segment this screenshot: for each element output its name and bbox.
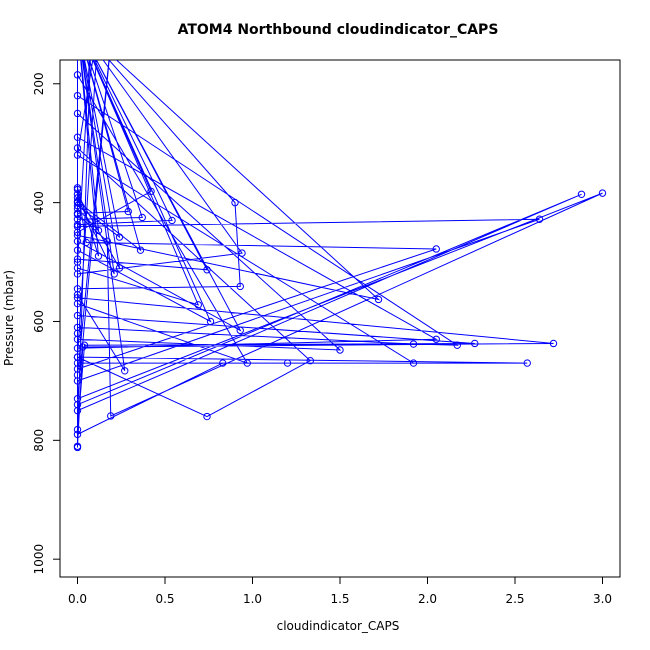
data-point: [471, 339, 479, 348]
data-point: [124, 207, 132, 216]
data-point: [73, 425, 82, 434]
data-point: [73, 353, 82, 361]
data-point: [79, 343, 87, 351]
data-point: [238, 249, 246, 257]
plot-frame: [59, 59, 621, 578]
data-point: [110, 270, 118, 278]
data-point: [168, 216, 176, 225]
data-point: [94, 252, 103, 260]
data-point: [206, 317, 215, 326]
data-point: [306, 356, 314, 365]
data-point: [549, 339, 558, 348]
data-point: [115, 264, 124, 272]
data-point: [80, 341, 89, 349]
data-point: [73, 144, 82, 152]
data-point: [73, 246, 82, 254]
data-point: [73, 109, 82, 118]
data-point: [336, 346, 344, 354]
x-tick-label: 1.5: [330, 592, 349, 606]
data-point: [236, 326, 244, 335]
data-point: [73, 311, 82, 320]
data-point: [121, 367, 129, 375]
data-point: [73, 71, 82, 79]
data-point: [231, 198, 239, 207]
data-point: [73, 264, 82, 272]
data-point: [136, 246, 145, 254]
data-point: [73, 255, 82, 263]
data-point: [203, 412, 211, 421]
data-point: [236, 282, 244, 291]
data-point: [73, 184, 82, 192]
data-point: [73, 91, 82, 100]
series-layer: [73, 60, 607, 452]
data-point: [374, 295, 383, 304]
y-tick-label: 800: [32, 429, 46, 452]
x-tick-label: 0.5: [155, 592, 174, 606]
data-point: [82, 238, 90, 247]
data-point: [73, 194, 82, 202]
data-point: [73, 133, 82, 141]
data-point: [138, 213, 146, 222]
data-point: [73, 231, 82, 240]
data-point: [523, 359, 531, 367]
data-point: [73, 395, 82, 403]
chart-title: ATOM4 Northbound cloudindicator_CAPS: [178, 22, 499, 38]
data-point: [203, 266, 211, 274]
data-point: [535, 215, 544, 223]
data-point: [73, 430, 82, 439]
data-point: [577, 190, 586, 199]
data-point: [432, 245, 440, 253]
data-point: [115, 233, 124, 241]
x-tick-label: 1.0: [243, 592, 262, 606]
x-tick-label: 3.0: [593, 592, 612, 606]
data-point: [94, 226, 103, 235]
data-point: [73, 344, 82, 352]
data-point: [453, 341, 461, 349]
data-point: [147, 187, 155, 196]
data-point: [107, 412, 115, 420]
data-point: [73, 201, 82, 210]
y-tick-label: 1000: [32, 544, 46, 575]
data-point: [194, 301, 202, 309]
data-point: [219, 359, 227, 367]
x-tick-label: 0.0: [68, 592, 87, 606]
data-point: [73, 377, 82, 385]
data-point: [73, 151, 82, 159]
x-axis-label: cloudindicator_CAPS: [277, 619, 400, 633]
y-axis-label: Pressure (mbar): [2, 270, 16, 366]
data-point: [73, 323, 82, 332]
data-point: [409, 359, 418, 367]
y-tick-label: 600: [32, 310, 46, 333]
x-tick-label: 2.0: [418, 592, 437, 606]
data-point: [73, 299, 82, 308]
x-axis: 0.0 0.5 1.0 1.5 2.0 2.5 3.0: [68, 576, 612, 606]
y-tick-label: 400: [32, 191, 46, 214]
data-point: [432, 335, 440, 343]
data-point: [73, 197, 82, 206]
y-axis: 200 400 600 800 1000: [32, 72, 61, 575]
data-point: [73, 285, 82, 293]
data-point: [73, 204, 82, 213]
data-point: [409, 340, 418, 348]
data-point: [73, 442, 82, 450]
data-point: [283, 359, 292, 367]
series-line: [76, 60, 603, 448]
data-point: [598, 189, 607, 197]
y-tick-label: 200: [32, 72, 46, 95]
data-point: [103, 237, 111, 245]
x-tick-label: 2.5: [505, 592, 524, 606]
data-point: [73, 228, 82, 237]
data-point: [73, 209, 82, 218]
data-point: [73, 335, 82, 343]
data-point: [73, 220, 82, 229]
data-point: [243, 359, 251, 367]
